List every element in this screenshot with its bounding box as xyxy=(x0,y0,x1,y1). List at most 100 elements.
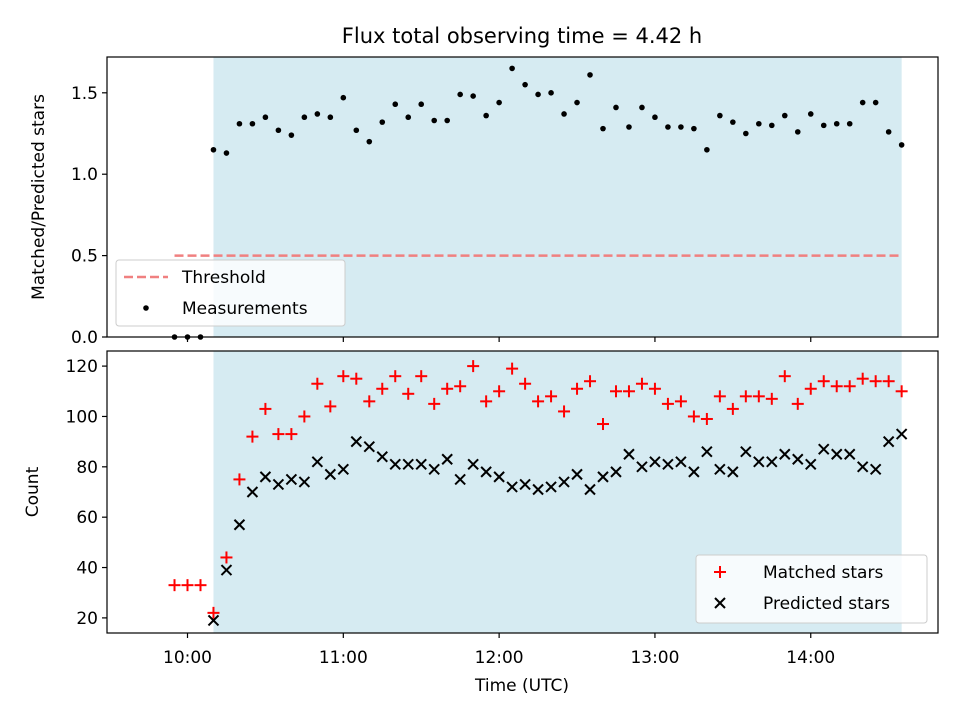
measurement-point xyxy=(327,114,334,121)
matched-star-point xyxy=(311,377,324,390)
measurement-point xyxy=(807,111,814,117)
measurement-point xyxy=(561,111,567,117)
matched-star-point xyxy=(350,372,363,385)
matched-star-point xyxy=(285,428,298,441)
measurement-point xyxy=(418,101,425,108)
matched-star-point xyxy=(804,382,817,395)
matched-star-point xyxy=(882,375,895,388)
bottom-y-tick-label: 60 xyxy=(76,508,98,528)
measurement-point xyxy=(405,114,412,121)
measurement-point xyxy=(639,104,645,111)
matched-star-point xyxy=(324,400,337,413)
predicted-star-point xyxy=(727,466,739,478)
predicted-star-point xyxy=(480,466,492,478)
predicted-star-point xyxy=(389,458,401,471)
predicted-star-point xyxy=(467,458,479,471)
matched-star-point xyxy=(220,551,233,564)
matched-star-point xyxy=(856,372,869,385)
measurement-point xyxy=(730,119,736,125)
predicted-star-point xyxy=(675,456,687,468)
matched-star-point xyxy=(843,380,856,393)
bottom-panel-frame xyxy=(106,350,939,634)
top-panel-frame xyxy=(106,56,939,338)
predicted-star-point xyxy=(298,476,311,488)
predicted-star-point xyxy=(233,519,246,531)
measurement-point xyxy=(846,120,853,127)
predicted-star-point xyxy=(272,478,285,491)
matched-star-point xyxy=(661,397,674,410)
predicted-star-point xyxy=(818,443,830,455)
predicted-star-point xyxy=(882,435,895,448)
predicted-star-point xyxy=(856,461,869,473)
measurement-point xyxy=(859,99,866,106)
matched-star-point xyxy=(402,387,415,400)
matched-star-point xyxy=(895,385,908,398)
matched-star-point xyxy=(545,390,558,403)
top-legend: Threshold Measurements xyxy=(115,259,346,327)
predicted-star-point xyxy=(597,471,609,483)
predicted-star-point xyxy=(545,481,557,493)
measurement-point xyxy=(717,112,723,119)
chart-title: Flux total observing time = 4.42 h xyxy=(342,24,702,48)
predicted-star-point xyxy=(766,456,778,468)
measurement-point xyxy=(379,119,386,125)
predicted-star-point xyxy=(324,468,337,481)
predicted-star-point xyxy=(805,458,817,471)
predicted-star-point xyxy=(779,448,791,460)
matched-star-point xyxy=(635,377,648,390)
matched-star-point xyxy=(376,382,389,395)
predicted-star-point xyxy=(493,471,505,483)
bottom-y-ticks: 20 40 60 80 100 120 xyxy=(66,357,107,629)
predicted-star-point xyxy=(441,453,453,465)
matched-star-point xyxy=(454,380,467,393)
predicted-star-point xyxy=(246,486,259,498)
top-y-ticks: 0.0 0.5 1.0 1.5 xyxy=(71,84,107,348)
matched-star-point xyxy=(532,395,545,408)
matched-star-point xyxy=(337,370,350,383)
measurement-point xyxy=(288,132,295,138)
matched-star-point xyxy=(791,397,804,410)
predicted-star-point xyxy=(740,446,752,458)
measurement-point xyxy=(665,124,671,130)
bottom-y-tick-label: 40 xyxy=(76,559,98,579)
predicted-star-point xyxy=(571,468,583,481)
matched-star-point xyxy=(259,402,272,415)
top-legend-box xyxy=(115,259,346,327)
measurement-point xyxy=(535,91,541,98)
predicted-star-point xyxy=(869,463,882,476)
bottom-y-tick-label: 20 xyxy=(76,609,98,629)
predicted-star-point xyxy=(402,458,414,471)
matched-legend-swatch xyxy=(714,566,726,578)
matched-star-point xyxy=(752,390,765,403)
top-y-tick-label: 0.5 xyxy=(71,247,98,267)
predicted-star-point xyxy=(454,473,466,486)
predicted-star-point xyxy=(649,456,661,468)
predicted-star-point xyxy=(519,478,531,491)
predicted-star-point xyxy=(714,463,726,476)
matched-star-point xyxy=(246,430,259,443)
matched-star-point xyxy=(194,579,207,592)
matched-star-point xyxy=(415,370,428,383)
measurement-point xyxy=(756,120,762,127)
measurement-point xyxy=(652,114,658,121)
measurement-point xyxy=(587,72,593,78)
matched-star-point xyxy=(648,382,661,395)
matched-star-point xyxy=(674,395,687,408)
measurement-point xyxy=(457,91,463,98)
bottom-y-tick-label: 80 xyxy=(76,458,98,478)
predicted-star-point xyxy=(792,453,804,465)
matched-star-point xyxy=(584,375,597,388)
predicted-star-point xyxy=(701,446,713,458)
measurement-point xyxy=(574,99,580,106)
measurement-point xyxy=(431,117,438,124)
threshold-legend-label: Threshold xyxy=(181,268,266,288)
matched-star-point xyxy=(519,377,532,390)
measurement-point xyxy=(548,90,554,96)
top-y-tick-label: 1.5 xyxy=(71,84,98,104)
bottom-panel: 20 40 60 80 100 120 10:00 11:00 12:00 13:00 14:00… xyxy=(23,350,939,696)
measurement-point xyxy=(833,120,840,127)
matched-star-point xyxy=(207,606,220,619)
matched-star-point xyxy=(181,579,194,592)
predicted-star-point xyxy=(376,451,388,463)
bottom-y-tick-label: 120 xyxy=(66,357,98,377)
